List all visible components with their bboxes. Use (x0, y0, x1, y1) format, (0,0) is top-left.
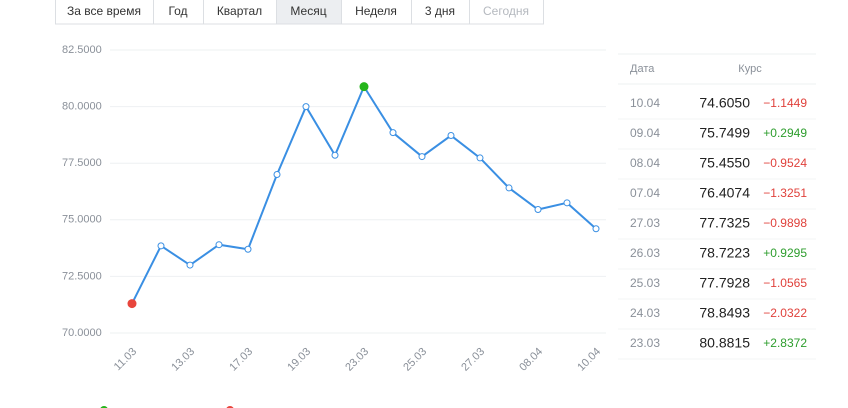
point (157, 242, 165, 250)
tab[interactable] (341, 0, 412, 25)
point (592, 225, 600, 233)
point (186, 261, 194, 269)
table-header: Дата (630, 63, 655, 75)
table-header: Курс (738, 63, 762, 75)
tab-label[interactable]: Месяц (290, 4, 326, 18)
tab-label: Сегодня (483, 4, 529, 18)
point (359, 82, 369, 92)
x-tick-label: 25.03 (401, 346, 429, 374)
date: 26.03 (630, 246, 660, 260)
rate: 77.7325 (699, 215, 750, 231)
x-tick-label: 23.03 (343, 346, 371, 374)
date: 10.04 (630, 96, 660, 110)
y-tick-label: 80.0000 (62, 101, 102, 113)
rate: 74.6050 (699, 95, 750, 111)
change: −2.0322 (763, 306, 807, 320)
rate: 75.7499 (699, 125, 750, 141)
date: 23.03 (630, 336, 660, 350)
point (215, 241, 223, 249)
point (505, 184, 513, 192)
tab[interactable] (411, 0, 470, 25)
rate: 75.4550 (699, 155, 750, 171)
x-tick-label: 13.03 (169, 346, 197, 374)
tab-label[interactable]: Квартал (217, 4, 262, 18)
tab[interactable] (276, 0, 342, 25)
rate: 77.7928 (699, 275, 750, 291)
point (127, 299, 137, 309)
change: +0.2949 (763, 126, 807, 140)
date: 07.04 (630, 186, 660, 200)
change: −1.3251 (763, 186, 807, 200)
rate: 76.4074 (699, 185, 750, 201)
point (302, 103, 310, 111)
y-tick-label: 70.0000 (62, 327, 102, 339)
tab-label[interactable]: Год (168, 4, 187, 18)
rate: 78.8493 (699, 305, 750, 321)
date: 25.03 (630, 276, 660, 290)
line (131, 84, 597, 305)
x-tick-label: 27.03 (459, 346, 487, 374)
point (418, 153, 426, 161)
rate: 78.7223 (699, 245, 750, 261)
tab[interactable] (153, 0, 204, 25)
date: 09.04 (630, 126, 660, 140)
point (244, 245, 252, 253)
x-tick-label: 08.04 (517, 346, 545, 374)
rate: 80.8815 (699, 335, 750, 351)
x-tick-label: 19.03 (285, 346, 313, 374)
y-tick-label: 82.5000 (62, 44, 102, 56)
x-tick-label: 17.03 (227, 346, 255, 374)
date: 24.03 (630, 306, 660, 320)
x-tick-label: 10.04 (575, 346, 603, 374)
point (447, 132, 455, 140)
change: +0.9295 (763, 246, 807, 260)
point (476, 154, 484, 162)
tab-label[interactable]: Неделя (355, 4, 397, 18)
tab-label[interactable]: 3 дня (425, 4, 455, 18)
tab[interactable] (55, 0, 154, 25)
point (534, 205, 542, 213)
point (331, 151, 339, 159)
change: −1.1449 (763, 96, 807, 110)
point (389, 129, 397, 137)
tab[interactable] (203, 0, 277, 25)
date: 27.03 (630, 216, 660, 230)
point (563, 199, 571, 207)
change: −1.0565 (763, 276, 807, 290)
y-tick-label: 75.0000 (62, 214, 102, 226)
date: 08.04 (630, 156, 660, 170)
change: +2.8372 (763, 336, 807, 350)
point (273, 171, 281, 179)
change: −0.9524 (763, 156, 807, 170)
y-tick-label: 77.5000 (62, 157, 102, 169)
y-tick-label: 72.5000 (62, 270, 102, 282)
change: −0.9898 (763, 216, 807, 230)
tab (469, 0, 544, 25)
x-tick-label: 11.03 (112, 346, 139, 373)
tab-label[interactable]: За все время (67, 4, 141, 18)
